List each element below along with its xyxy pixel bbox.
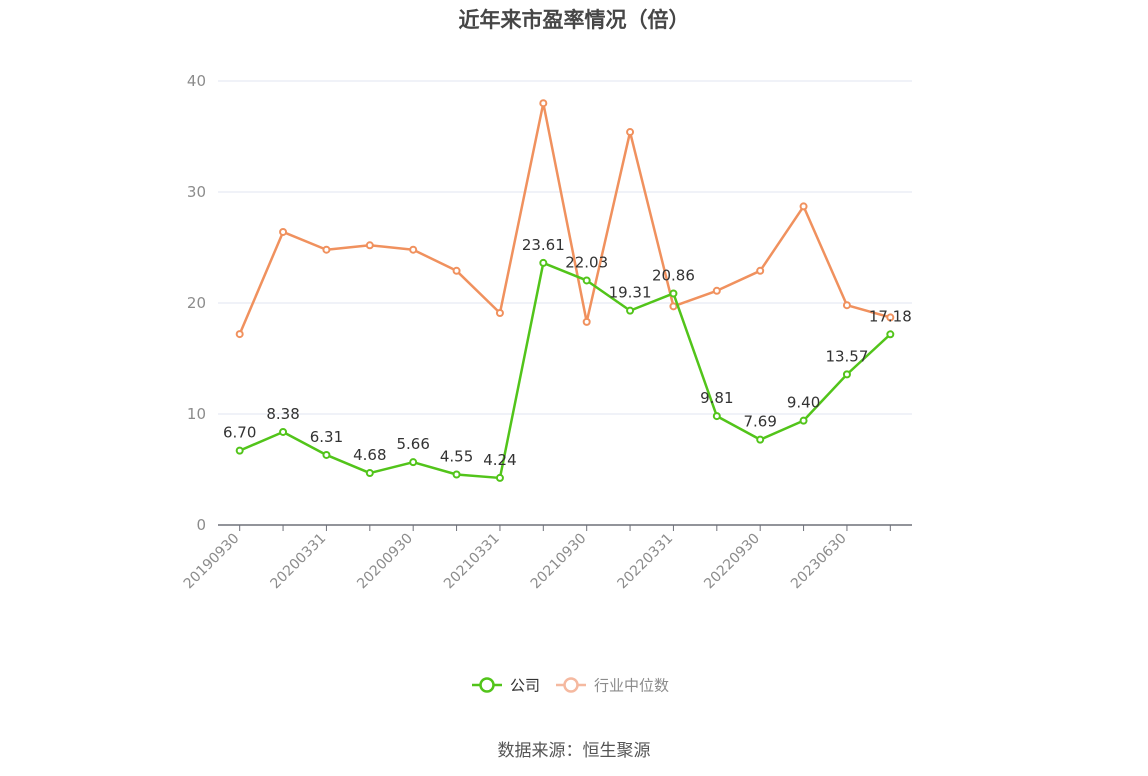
series-point-1 [452, 266, 461, 275]
series-point-1 [626, 128, 635, 137]
data-labels: 6.70 8.38 6.31 4.68 5.66 4.55 4.24 23.6122.0319… [223, 236, 912, 469]
series-point-0 [539, 258, 548, 267]
series-point-1 [669, 302, 678, 311]
series-point-1 [799, 202, 808, 211]
series-group [235, 99, 895, 482]
series-point-0 [712, 412, 721, 421]
x-tick-label: 20220331 [615, 531, 677, 593]
series-point-0 [279, 427, 288, 436]
x-tick-label: 20200331 [268, 531, 330, 593]
series-point-0 [669, 289, 678, 298]
data-label: 22.03 [565, 253, 608, 271]
series-point-1 [365, 241, 374, 250]
series-point-1 [712, 286, 721, 295]
data-label: 7.69 [743, 413, 776, 431]
series-point-1 [886, 313, 895, 322]
x-tick-label: 20220930 [701, 531, 763, 593]
data-label: 4.24 [483, 451, 516, 469]
data-source: 数据来源：恒生聚源 [497, 741, 651, 761]
x-tick-label: 20230630 [788, 531, 850, 593]
series-point-1 [842, 301, 851, 310]
series-point-0 [409, 458, 418, 467]
legend-marker-0 [479, 677, 495, 693]
legend-label-1: 行业中位数 [594, 677, 669, 695]
x-tick-label: 20200930 [354, 531, 416, 593]
chart-title: 近年来市盈率情况（倍） [458, 8, 690, 32]
y-tick-label: 10 [187, 405, 206, 423]
series-point-1 [539, 99, 548, 108]
y-axis-ticks: 0 10 20 30 40 [187, 72, 206, 534]
y-tick-label: 30 [187, 183, 206, 201]
series-point-1 [322, 245, 331, 254]
data-label: 6.70 [223, 424, 256, 442]
grid-lines [218, 80, 912, 415]
series-point-0 [365, 469, 374, 478]
x-tick-label: 20190930 [181, 531, 243, 593]
data-label: 19.31 [609, 284, 652, 302]
series-point-1 [756, 266, 765, 275]
series-point-0 [582, 276, 591, 285]
data-label: 13.57 [825, 347, 868, 365]
data-label: 4.68 [353, 446, 386, 464]
series-point-1 [495, 308, 504, 317]
legend: 公司 行业中位数 [472, 677, 669, 695]
data-label: 20.86 [652, 266, 695, 284]
data-label: 17.18 [869, 307, 912, 325]
x-axis: 20190930 20200331 20200930 20210331 20210930… [181, 524, 912, 593]
series-point-1 [409, 245, 418, 254]
y-tick-label: 40 [187, 72, 206, 90]
x-tick-label: 20210331 [441, 531, 503, 593]
data-label: 9.40 [787, 394, 820, 412]
x-tick-label: 20210930 [528, 531, 590, 593]
series-point-0 [886, 330, 895, 339]
y-tick-label: 0 [196, 516, 206, 534]
data-label: 5.66 [396, 435, 429, 453]
series-line-0 [239, 261, 892, 480]
data-label: 6.31 [310, 428, 343, 446]
series-point-0 [322, 450, 331, 459]
data-label: 9.81 [700, 389, 733, 407]
legend-marker-1 [563, 677, 579, 693]
series-line-1 [238, 101, 891, 335]
series-point-1 [279, 227, 288, 236]
data-label: 23.61 [522, 236, 565, 254]
series-point-0 [235, 446, 244, 455]
series-point-0 [452, 470, 461, 479]
y-tick-label: 20 [187, 294, 206, 312]
series-point-0 [495, 473, 504, 482]
data-label: 8.38 [266, 405, 299, 423]
series-point-1 [582, 317, 591, 326]
legend-label-0: 公司 [510, 677, 540, 695]
series-point-0 [842, 370, 851, 379]
series-point-0 [626, 306, 635, 315]
data-label: 4.55 [440, 447, 473, 465]
series-point-0 [799, 416, 808, 425]
series-point-1 [235, 330, 244, 339]
series-point-0 [756, 435, 765, 444]
